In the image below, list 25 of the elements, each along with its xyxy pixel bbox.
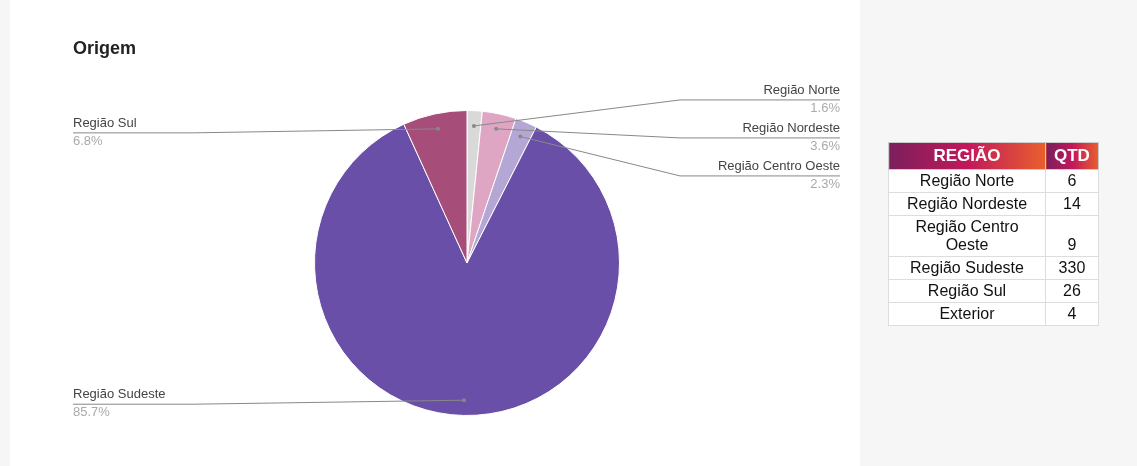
data-label: 330	[1045, 256, 1099, 280]
data-label: 4	[1045, 302, 1099, 326]
category-label: Região Sul	[888, 279, 1046, 303]
text: REGIÃO	[888, 142, 1046, 170]
slice-label: Região Sudeste	[73, 386, 166, 402]
data-label: 2.3%	[810, 176, 841, 191]
data-label: 3.6%	[810, 138, 841, 153]
slice-label: Região Nordeste	[742, 120, 840, 135]
data-label: 6	[1045, 169, 1099, 193]
data-label: 14	[1045, 192, 1099, 216]
category-label: Região Centro Oeste	[888, 215, 1046, 257]
category-label: Região Nordeste	[888, 192, 1046, 216]
slice-label: Região Norte	[763, 82, 840, 97]
data-label: 6.8%	[73, 132, 104, 148]
category-label: Região Sudeste	[888, 256, 1046, 280]
data-label: 26	[1045, 279, 1099, 303]
text: QTD	[1045, 142, 1099, 170]
data-label: 1.6%	[810, 100, 841, 115]
category-label: Exterior	[888, 302, 1046, 326]
category-label: Região Norte	[888, 169, 1046, 193]
data-label: 85.7%	[73, 404, 111, 420]
slice-label: Região Sul	[73, 114, 137, 130]
slice-label: Região Centro Oeste	[717, 158, 840, 173]
data-label: 9	[1045, 215, 1099, 257]
chart-title: Origem	[73, 38, 137, 59]
